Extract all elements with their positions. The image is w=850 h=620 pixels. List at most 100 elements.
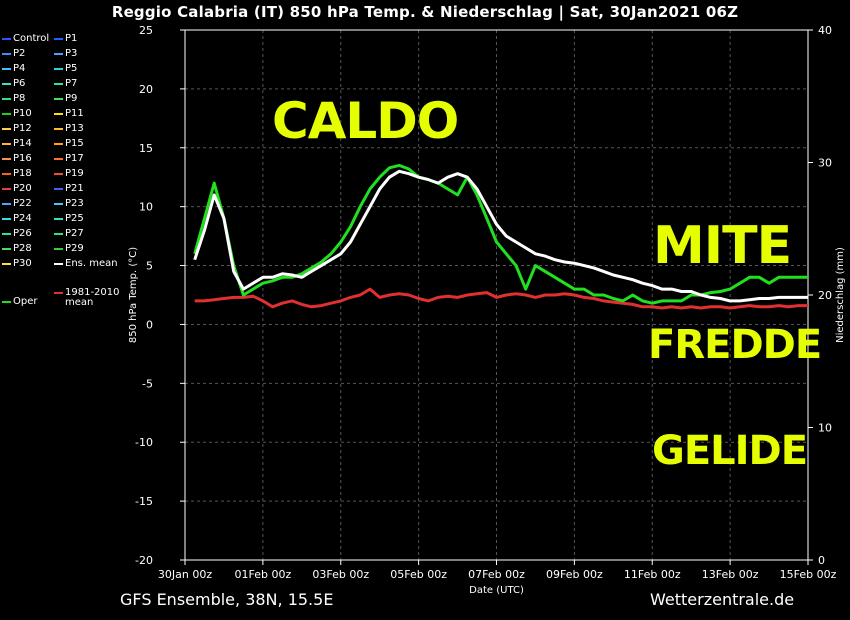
legend-item: 1981-2010 mean — [54, 287, 120, 307]
legend-item: P14 — [2, 139, 32, 151]
legend-swatch — [54, 158, 63, 160]
legend-label: P6 — [13, 78, 26, 89]
legend-label: P1 — [65, 33, 78, 44]
legend-label: P13 — [65, 123, 84, 134]
legend-swatch — [54, 38, 63, 40]
y-tick-label: -20 — [135, 554, 153, 567]
legend-swatch — [54, 128, 63, 130]
legend-label: P15 — [65, 138, 84, 149]
x-tick-label: 30Jan 00z — [158, 568, 212, 581]
legend-label: 1981-2010 mean — [65, 286, 120, 308]
legend-swatch — [54, 263, 63, 265]
x-axis-label: Date (UTC) — [469, 585, 524, 596]
legend-swatch — [2, 173, 11, 175]
y2-tick-label: 40 — [818, 24, 832, 37]
legend-swatch — [54, 173, 63, 175]
legend-label: P23 — [65, 198, 84, 209]
legend-swatch — [2, 38, 11, 40]
y2-tick-label: 10 — [818, 422, 832, 435]
legend-swatch — [2, 143, 11, 145]
legend-item: P24 — [2, 214, 32, 226]
y2-axis-label: Niederschlag (mm) — [835, 247, 846, 343]
legend-swatch — [54, 233, 63, 235]
legend-item: Oper — [2, 296, 37, 309]
x-tick-label: 15Feb 00z — [780, 568, 837, 581]
legend-label: P2 — [13, 48, 26, 59]
legend-label: P5 — [65, 63, 78, 74]
legend-label: P25 — [65, 213, 84, 224]
legend-swatch — [2, 83, 11, 85]
legend-item: P19 — [54, 169, 84, 181]
y-tick-label: 25 — [139, 24, 153, 37]
legend-label: P27 — [65, 228, 84, 239]
legend-item: P12 — [2, 124, 32, 136]
x-tick-label: 05Feb 00z — [390, 568, 447, 581]
legend-label: Ens. mean — [65, 258, 118, 269]
legend-swatch — [54, 113, 63, 115]
y-tick-label: 20 — [139, 83, 153, 96]
legend-swatch — [2, 218, 11, 220]
legend-swatch — [2, 68, 11, 70]
legend-item: Ens. mean — [54, 259, 118, 271]
annotation-mite: MITE — [653, 216, 792, 276]
legend-swatch — [54, 68, 63, 70]
legend-swatch — [54, 188, 63, 190]
legend-swatch — [2, 158, 11, 160]
legend-swatch — [54, 53, 63, 55]
legend-item: P25 — [54, 214, 84, 226]
legend-item: P9 — [54, 94, 77, 106]
y-tick-label: 0 — [146, 318, 153, 331]
legend-label: P18 — [13, 168, 32, 179]
legend-label: P22 — [13, 198, 32, 209]
legend-swatch — [54, 203, 63, 205]
legend-item: P20 — [2, 184, 32, 196]
legend-item: P18 — [2, 169, 32, 181]
chart-title: Reggio Calabria (IT) 850 hPa Temp. & Nie… — [111, 3, 739, 21]
legend-swatch — [54, 98, 63, 100]
x-tick-label: 11Feb 00z — [624, 568, 681, 581]
legend-item: P2 — [2, 49, 25, 61]
legend-label: P4 — [13, 63, 26, 74]
legend-item: P5 — [54, 64, 77, 76]
legend-item: P3 — [54, 49, 77, 61]
legend-label: P11 — [65, 108, 84, 119]
y-tick-label: -15 — [135, 495, 153, 508]
legend-swatch — [2, 188, 11, 190]
legend-item: P13 — [54, 124, 84, 136]
series-line-ens-mean — [193, 169, 808, 303]
legend-label: P16 — [13, 153, 32, 164]
legend-item: P7 — [54, 79, 77, 91]
legend-item: P6 — [2, 79, 25, 91]
legend-swatch — [54, 218, 63, 220]
x-tick-label: 07Feb 00z — [468, 568, 525, 581]
legend-swatch — [2, 113, 11, 115]
legend-item: P8 — [2, 94, 25, 106]
legend-swatch — [2, 300, 11, 303]
legend-label: P30 — [13, 258, 32, 269]
legend-label: P7 — [65, 78, 78, 89]
legend-label: P8 — [13, 93, 26, 104]
legend-label: P14 — [13, 138, 32, 149]
legend-label: P26 — [13, 228, 32, 239]
legend-swatch — [54, 143, 63, 145]
legend-item: P15 — [54, 139, 84, 151]
legend-swatch — [2, 203, 11, 205]
legend-label: P12 — [13, 123, 32, 134]
legend-item: P30 — [2, 259, 32, 271]
legend-item: P10 — [2, 109, 32, 121]
legend-swatch — [54, 83, 63, 85]
legend-swatch — [2, 128, 11, 130]
annotation-caldo: CALDO — [272, 92, 459, 150]
legend-label: P10 — [13, 108, 32, 119]
legend-swatch — [2, 53, 11, 55]
x-tick-label: 03Feb 00z — [312, 568, 369, 581]
annotation-gelide: GELIDE — [652, 428, 808, 474]
legend-item: P28 — [2, 244, 32, 256]
footer-model: GFS Ensemble, 38N, 15.5E — [120, 590, 334, 609]
y-axis-label: 850 hPa Temp. (°C) — [128, 247, 139, 343]
plot-frame — [184, 29, 809, 561]
legend-item: P21 — [54, 184, 84, 196]
legend-item: P23 — [54, 199, 84, 211]
legend-swatch — [2, 248, 11, 250]
